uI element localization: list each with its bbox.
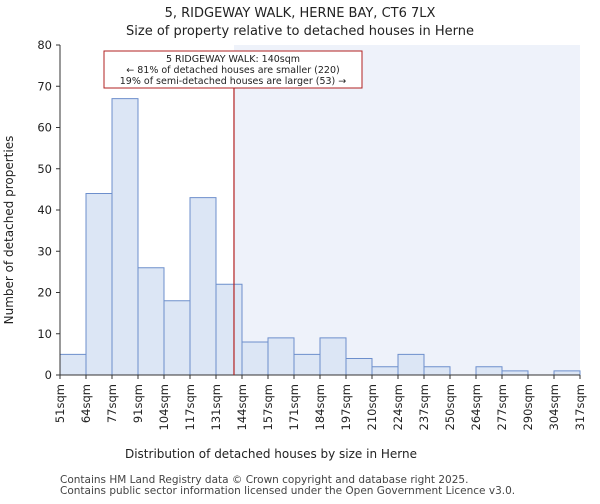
x-tick-label-184sqm: 184sqm [313, 384, 327, 430]
bar-131sqm [215, 283, 243, 376]
chart-title-line2: Size of property relative to detached ho… [126, 24, 474, 39]
y-tick-label-60: 60 [37, 121, 52, 135]
x-ticks: 51sqm 64sqm 77sqm 91sqm 104sqm 117sqm 131sqm 14… [53, 375, 587, 430]
annotation-border [103, 50, 363, 89]
bars-layer [59, 98, 581, 376]
x-tick-label-317sqm: 317sqm [573, 384, 587, 430]
bar-144sqm [241, 341, 269, 376]
shade-layer [233, 45, 580, 375]
y-tick-label-0: 0 [45, 368, 52, 382]
bar-91sqm [137, 267, 165, 376]
annotation-line2: ← 81% of detached houses are smaller (22… [126, 65, 339, 76]
annotation-line3: 19% of semi-detached houses are larger (… [120, 76, 347, 87]
chart-title-line1: 5, RIDGEWAY WALK, HERNE BAY, CT6 7LX [165, 6, 436, 21]
x-tick-label-144sqm: 144sqm [235, 384, 249, 430]
y-tick-label-50: 50 [37, 162, 52, 176]
y-tick-label-80: 80 [37, 38, 52, 52]
bar-277sqm [501, 370, 529, 376]
x-tick-label-64sqm: 64sqm [79, 384, 93, 423]
x-tick-label-290sqm: 290sqm [521, 384, 535, 430]
bar-197sqm [345, 358, 373, 376]
bar-171sqm [293, 353, 321, 376]
bar-237sqm [423, 366, 451, 376]
y-axis-title: Number of detached properties [2, 136, 16, 325]
bar-184sqm [319, 337, 347, 376]
x-tick-label-77sqm: 77sqm [105, 384, 119, 423]
bar-210sqm [371, 366, 399, 376]
footer-line2: Contains public sector information licen… [60, 485, 515, 497]
x-tick-label-224sqm: 224sqm [391, 384, 405, 430]
x-tick-label-157sqm: 157sqm [261, 384, 275, 430]
x-tick-label-304sqm: 304sqm [547, 384, 561, 430]
x-tick-label-237sqm: 237sqm [417, 384, 431, 430]
bar-64sqm [85, 193, 113, 376]
bar-51sqm [59, 353, 87, 376]
annotation-box: 5 RIDGEWAY WALK: 140sqm ← 81% of detache… [103, 50, 363, 89]
bar-77sqm [111, 98, 139, 376]
larger-region-shade [233, 45, 580, 375]
y-tick-label-10: 10 [37, 327, 52, 341]
y-tick-label-70: 70 [37, 79, 52, 93]
bar-117sqm [189, 197, 217, 376]
x-tick-label-171sqm: 171sqm [287, 384, 301, 430]
x-tick-label-277sqm: 277sqm [495, 384, 509, 430]
x-axis-title: Distribution of detached houses by size … [125, 447, 417, 461]
x-tick-label-117sqm: 117sqm [183, 384, 197, 430]
bar-157sqm [267, 337, 295, 376]
y-ticks: 0 10 20 30 40 50 60 70 80 [37, 38, 60, 382]
x-tick-label-104sqm: 104sqm [157, 384, 171, 430]
x-tick-label-210sqm: 210sqm [365, 384, 379, 430]
footer-line1: Contains HM Land Registry data © Crown c… [60, 474, 468, 486]
x-tick-label-51sqm: 51sqm [53, 384, 67, 423]
bar-104sqm [163, 300, 191, 376]
y-tick-label-30: 30 [37, 244, 52, 258]
annotation-line1: 5 RIDGEWAY WALK: 140sqm [166, 54, 300, 65]
y-tick-label-20: 20 [37, 286, 52, 300]
bar-224sqm [397, 353, 425, 376]
x-tick-label-250sqm: 250sqm [443, 384, 457, 430]
x-tick-label-131sqm: 131sqm [209, 384, 223, 430]
bar-264sqm [475, 366, 503, 376]
y-tick-label-40: 40 [37, 203, 52, 217]
bar-304sqm [553, 370, 581, 376]
x-tick-label-197sqm: 197sqm [339, 384, 353, 430]
x-tick-label-91sqm: 91sqm [131, 384, 145, 423]
x-tick-label-264sqm: 264sqm [469, 384, 483, 430]
